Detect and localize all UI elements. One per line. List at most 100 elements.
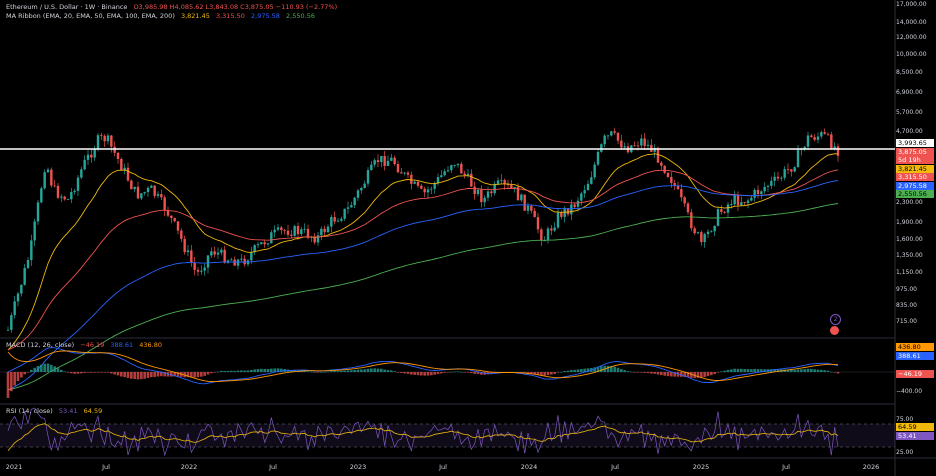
candle-body xyxy=(353,197,356,206)
macd-histogram-bar xyxy=(446,372,450,373)
price-axis-label: 1,900.00 xyxy=(896,219,923,226)
candle-body xyxy=(6,329,10,331)
candle-body xyxy=(580,193,583,201)
candle-body xyxy=(533,210,536,218)
macd-histogram-bar xyxy=(90,372,93,373)
macd-histogram-bar xyxy=(463,372,466,373)
candle-body xyxy=(563,208,566,217)
candle-body xyxy=(210,251,213,256)
candle-body xyxy=(523,194,526,211)
macd-histogram-bar xyxy=(340,371,343,372)
candle-body xyxy=(186,250,190,253)
ohlc-values: O3,985.98 H4,085.62 L3,843.08 C3,875.05 … xyxy=(133,3,338,11)
candle-body xyxy=(786,169,790,170)
macd-histogram-bar xyxy=(143,372,146,379)
macd-histogram-bar xyxy=(16,372,20,382)
ma-ribbon-legend[interactable]: MA Ribbon (EMA, 20, EMA, 50, EMA, 100, E… xyxy=(6,12,319,20)
ema200-price-tag: 2,550.56 xyxy=(896,190,934,198)
macd-histogram-bar xyxy=(316,372,320,373)
candle-body xyxy=(120,158,123,171)
macd-legend[interactable]: MACD (12, 26, close) −46.19 388.61 436.8… xyxy=(6,341,166,349)
candle-body xyxy=(376,160,380,163)
rsi-legend[interactable]: RSI (14, close) 53.41 64.59 xyxy=(6,407,106,415)
candle-body xyxy=(223,249,226,263)
macd-histogram-bar xyxy=(120,372,123,377)
candle-body xyxy=(636,145,640,147)
candle-body xyxy=(326,226,330,233)
macd-histogram-bar xyxy=(726,369,730,372)
macd-histogram-bar xyxy=(696,372,700,378)
macd-histogram-bar xyxy=(746,369,750,372)
macd-histogram-bar xyxy=(643,372,646,373)
macd-histogram-bar xyxy=(390,370,393,372)
macd-histogram-bar xyxy=(800,369,803,372)
macd-histogram-bar xyxy=(140,372,143,380)
macd-histogram-bar xyxy=(230,370,233,372)
earnings-icon[interactable] xyxy=(830,326,839,335)
candle-body xyxy=(116,152,120,159)
candle-body xyxy=(280,227,283,231)
macd-histogram-bar xyxy=(676,372,680,377)
macd-histogram-bar xyxy=(13,372,16,386)
candle-body xyxy=(583,190,586,194)
macd-histogram-bar xyxy=(613,366,616,372)
macd-histogram-bar xyxy=(686,372,690,378)
candle-body xyxy=(740,202,743,206)
alert-icon[interactable]: 2 xyxy=(830,314,841,325)
candle-body xyxy=(100,135,103,136)
macd-histogram-bar xyxy=(466,372,470,373)
candle-body xyxy=(263,242,266,245)
candle-body xyxy=(56,185,60,198)
macd-histogram-bar xyxy=(260,368,263,372)
candle-body xyxy=(16,293,20,302)
candle-body xyxy=(446,170,450,172)
candle-body xyxy=(596,151,600,165)
candle-body xyxy=(610,131,613,136)
macd-histogram-bar xyxy=(160,372,163,377)
macd-histogram-bar xyxy=(243,370,246,372)
candle-body xyxy=(623,146,626,148)
macd-histogram-bar xyxy=(130,372,133,379)
candle-body xyxy=(90,154,93,158)
macd-histogram-bar xyxy=(553,372,556,374)
candle-body xyxy=(390,157,393,161)
candle-body xyxy=(700,232,703,243)
candle-body xyxy=(566,208,570,215)
macd-histogram-bar xyxy=(6,372,10,398)
macd-histogram-bar xyxy=(266,368,270,372)
macd-histogram-bar xyxy=(276,368,280,372)
candle-body xyxy=(336,220,340,222)
candle-body xyxy=(153,185,156,196)
macd-histogram-bar xyxy=(256,369,260,372)
candle-body xyxy=(430,188,433,190)
macd-histogram-bar xyxy=(543,372,546,376)
candle-body xyxy=(570,204,573,215)
candle-body xyxy=(603,135,606,145)
macd-histogram-bar xyxy=(666,372,670,377)
macd-histogram-bar xyxy=(763,369,766,372)
candle-body xyxy=(60,196,63,198)
macd-histogram-bar xyxy=(743,369,746,372)
macd-histogram-bar xyxy=(700,372,703,378)
candle-body xyxy=(530,205,533,211)
rsi-ma-tag: 64.59 xyxy=(896,423,934,431)
candle-body xyxy=(733,195,736,205)
candle-body xyxy=(233,259,236,266)
candle-body xyxy=(680,189,683,198)
macd-histogram-bar xyxy=(796,369,800,372)
candle-body xyxy=(413,181,416,184)
macd-histogram-bar xyxy=(450,371,453,373)
macd-histogram-bar xyxy=(563,371,566,372)
macd-histogram-bar xyxy=(456,371,460,373)
candle-body xyxy=(753,189,756,198)
macd-histogram-bar xyxy=(550,372,553,375)
macd-histogram-bar xyxy=(150,372,153,378)
macd-histogram-bar xyxy=(650,372,653,374)
macd-histogram-bar xyxy=(790,369,793,372)
candle-body xyxy=(696,232,700,234)
candle-body xyxy=(226,260,230,263)
macd-histogram-bar xyxy=(66,372,70,373)
macd-histogram-bar xyxy=(816,369,820,372)
macd-histogram-bar xyxy=(683,372,686,378)
